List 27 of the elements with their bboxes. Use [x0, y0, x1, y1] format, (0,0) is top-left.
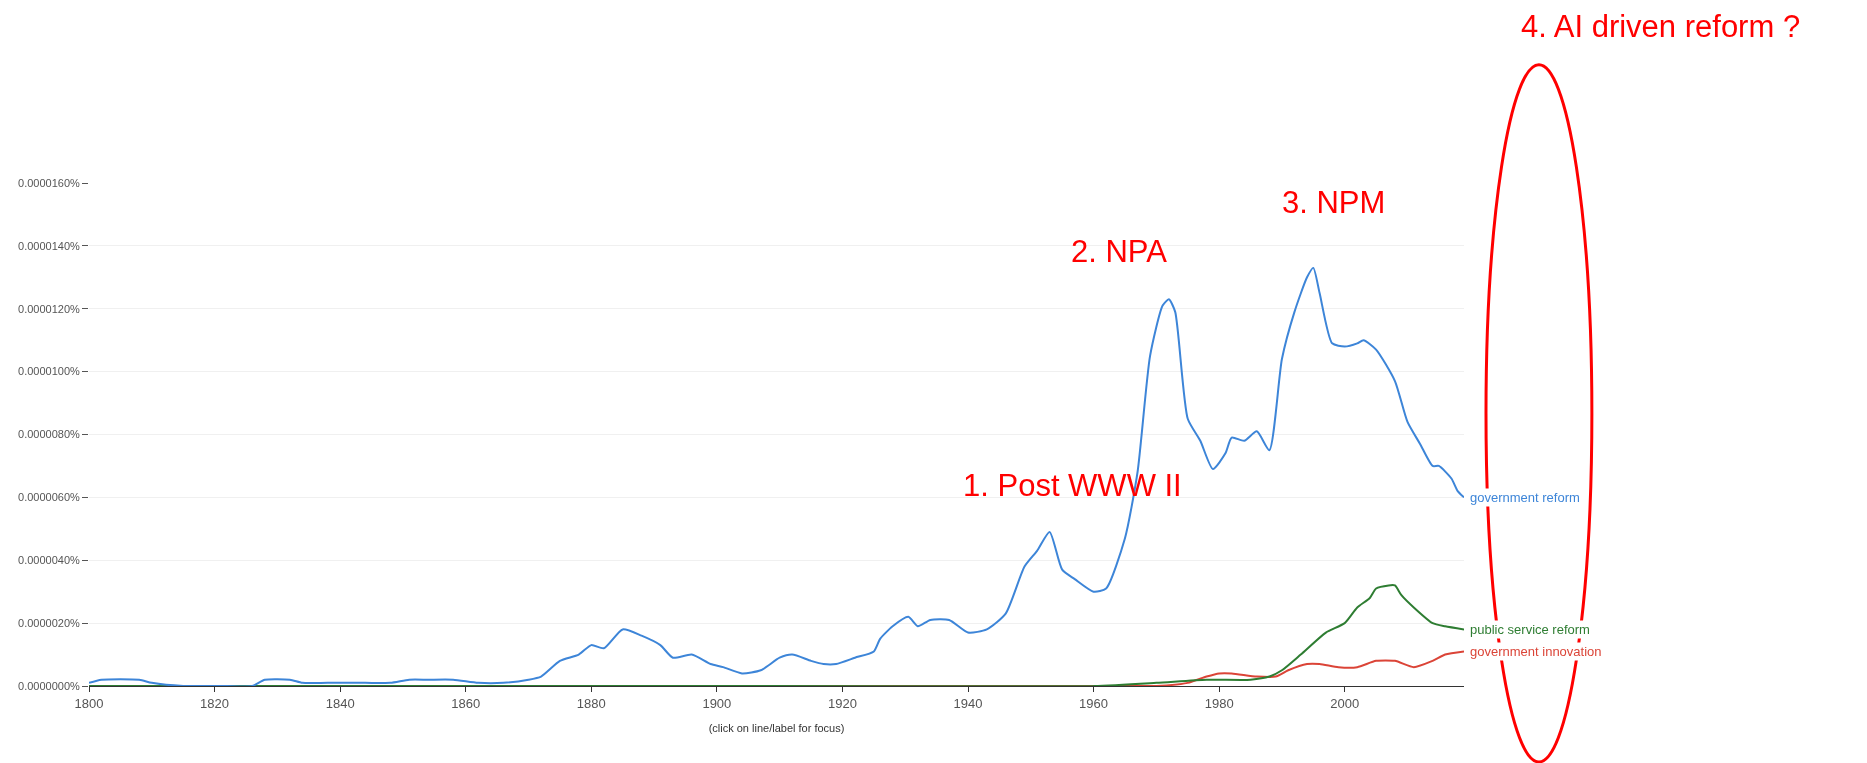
- y-tick-label: 0.0000160%: [18, 176, 81, 189]
- y-tick-label: 0.0000120%: [18, 302, 81, 315]
- x-tick-label: 1940: [953, 695, 983, 711]
- annotation: 3. NPM: [1282, 185, 1386, 220]
- y-tick-label: 0.0000000%: [18, 679, 81, 692]
- x-tick-label: 1900: [702, 695, 732, 711]
- x-tick-label: 1980: [1204, 695, 1234, 711]
- text: 4. AI driven reform ?: [1521, 9, 1801, 44]
- annotation: 2. NPA: [1071, 234, 1168, 269]
- y-tick-label: 0.0000060%: [18, 491, 81, 504]
- x-tick-label: 2000: [1330, 695, 1360, 711]
- x-tick-label: 1820: [200, 695, 230, 711]
- x-axis-title: (click on line/label for focus): [708, 721, 845, 734]
- y-tick-label: 0.0000140%: [18, 239, 81, 252]
- series-label: public service reform: [1470, 622, 1590, 637]
- y-tick-label: 0.0000020%: [18, 616, 81, 629]
- x-tick-label: 1800: [74, 695, 104, 711]
- x-tick-label: 1920: [827, 695, 857, 711]
- y-tick-label: 0.0000040%: [18, 554, 81, 567]
- x-tick-label: 1960: [1079, 695, 1109, 711]
- x-tick-label: 1840: [325, 695, 355, 711]
- x-tick-label: 1880: [576, 695, 606, 711]
- x-tick-label: 1860: [451, 695, 481, 711]
- y-tick-label: 0.0000080%: [18, 428, 81, 441]
- y-tick-label: 0.0000100%: [18, 365, 81, 378]
- series-label: government innovation: [1470, 644, 1602, 659]
- series-label: government reform: [1470, 490, 1580, 505]
